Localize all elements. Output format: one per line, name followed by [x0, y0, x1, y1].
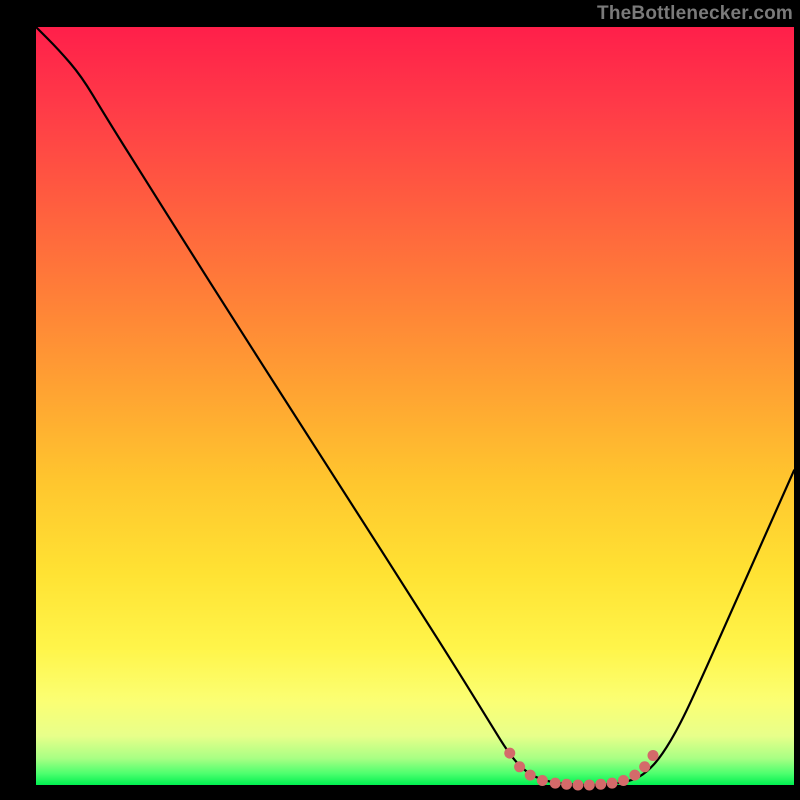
- valley-dot: [525, 770, 536, 781]
- valley-dot: [618, 775, 629, 786]
- valley-dot: [584, 780, 595, 791]
- watermark-text: TheBottlenecker.com: [597, 3, 793, 25]
- plot-background: [36, 27, 794, 785]
- valley-dot: [514, 761, 525, 772]
- valley-dot: [572, 780, 583, 791]
- valley-dot: [504, 748, 515, 759]
- valley-dot: [550, 778, 561, 789]
- valley-dot: [607, 778, 618, 789]
- chart-svg: [0, 0, 800, 800]
- valley-dot: [537, 775, 548, 786]
- valley-dot: [639, 761, 650, 772]
- valley-dot: [561, 779, 572, 790]
- valley-dot: [648, 750, 659, 761]
- chart-canvas: TheBottlenecker.com: [0, 0, 800, 800]
- valley-dot: [629, 770, 640, 781]
- valley-dot: [595, 779, 606, 790]
